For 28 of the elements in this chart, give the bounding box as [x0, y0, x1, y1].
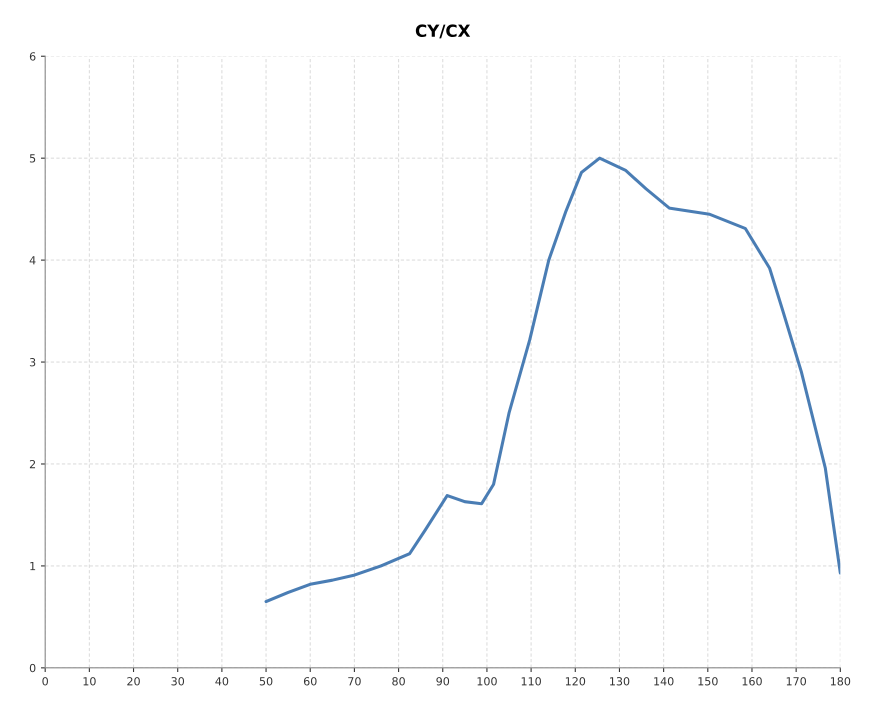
y-tick-label: 5: [30, 154, 36, 163]
y-tick-label: 1: [30, 562, 36, 570]
x-tick-label: 30: [171, 677, 184, 686]
x-tick-label: 150: [698, 677, 718, 686]
x-tick-label: 50: [260, 677, 272, 686]
x-tick-label: 170: [786, 677, 806, 686]
x-tick-label: 180: [830, 677, 850, 686]
x-tick-label: 110: [522, 677, 541, 686]
x-tick-label: 140: [654, 677, 674, 686]
x-tick-label: 90: [436, 677, 450, 686]
x-tick-label: 80: [392, 677, 405, 686]
y-tick-label: 4: [30, 256, 36, 264]
x-tick-label: 70: [348, 677, 361, 686]
chart-title: CY/CX: [416, 24, 470, 38]
x-tick-label: 120: [566, 677, 586, 686]
x-tick-label: 160: [742, 677, 762, 686]
y-tick-label: 6: [30, 52, 36, 61]
x-tick-label: 40: [215, 677, 228, 686]
x-tick-label: 130: [610, 677, 630, 686]
x-tick-label: 100: [478, 677, 497, 686]
x-tick-label: 60: [304, 677, 317, 686]
x-tick-label: 0: [42, 677, 48, 686]
x-tick-label: 10: [84, 677, 96, 686]
y-tick-label: 0: [30, 664, 36, 672]
x-tick-label: 20: [127, 677, 140, 686]
line-series: [264, 156, 840, 604]
y-tick-label: 3: [30, 358, 36, 366]
y-tick-label: 2: [30, 460, 36, 468]
